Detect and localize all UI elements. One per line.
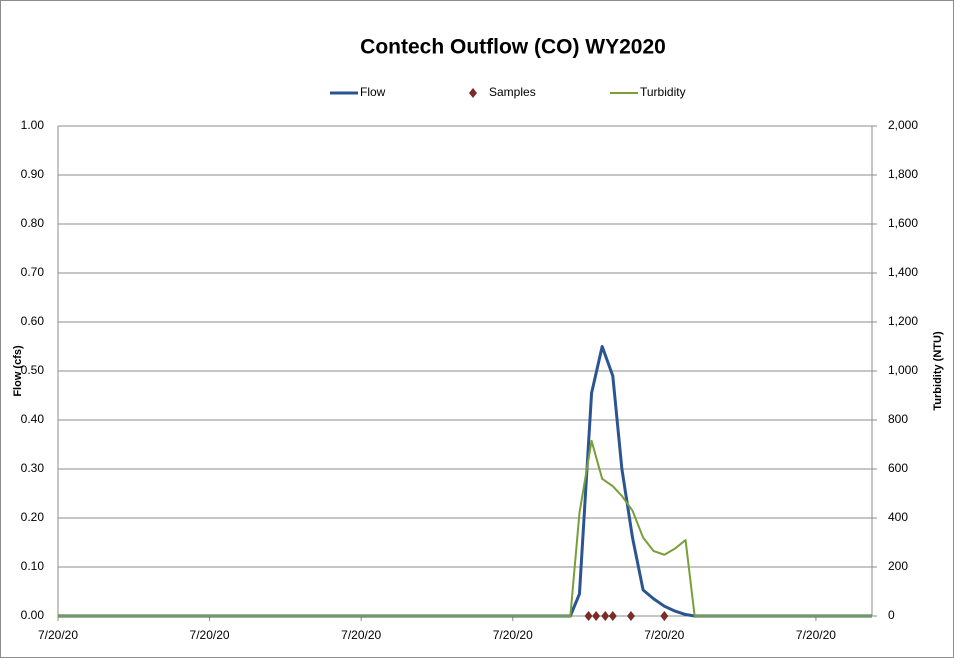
- y2-tick-label: 400: [888, 510, 908, 524]
- y-tick-label: 0.70: [21, 265, 45, 279]
- x-tick-label: 7/20/20: [644, 628, 684, 642]
- y2-axis-title: Turbidity (NTU): [932, 331, 944, 411]
- x-tick-label: 7/20/20: [341, 628, 381, 642]
- y2-tick-label: 1,800: [888, 167, 918, 181]
- legend-marker: [469, 88, 477, 98]
- sample-marker: [608, 611, 617, 621]
- y2-tick-label: 800: [888, 412, 908, 426]
- y2-tick-label: 1,000: [888, 363, 918, 377]
- sample-marker: [584, 611, 593, 621]
- y-tick-label: 0.90: [21, 167, 45, 181]
- legend-label: Turbidity: [640, 85, 686, 99]
- chart-title: Contech Outflow (CO) WY2020: [360, 36, 666, 59]
- y2-tick-label: 0: [888, 608, 895, 622]
- x-tick-label: 7/20/20: [796, 628, 836, 642]
- y-tick-label: 0.10: [21, 559, 45, 573]
- legend-label: Samples: [489, 85, 536, 99]
- y-tick-label: 0.40: [21, 412, 45, 426]
- y2-tick-label: 1,600: [888, 216, 918, 230]
- y-tick-label: 0.20: [21, 510, 45, 524]
- y-tick-label: 0.60: [21, 314, 45, 328]
- x-tick-label: 7/20/20: [190, 628, 230, 642]
- y-tick-label: 0.00: [21, 608, 45, 622]
- y-tick-label: 0.80: [21, 216, 45, 230]
- y2-tick-label: 2,000: [888, 118, 918, 132]
- y-axis-title: Flow (cfs): [12, 345, 24, 397]
- y2-tick-label: 600: [888, 461, 908, 475]
- x-tick-label: 7/20/20: [38, 628, 78, 642]
- sample-marker: [660, 611, 669, 621]
- y2-tick-label: 1,200: [888, 314, 918, 328]
- sample-marker: [626, 611, 635, 621]
- sample-marker: [601, 611, 610, 621]
- y2-tick-label: 200: [888, 559, 908, 573]
- sample-marker: [592, 611, 601, 621]
- series-line: [58, 439, 872, 617]
- series-line: [58, 345, 872, 618]
- x-tick-label: 7/20/20: [493, 628, 533, 642]
- y-tick-label: 0.30: [21, 461, 45, 475]
- y-tick-label: 0.50: [21, 363, 45, 377]
- y-tick-label: 1.00: [21, 118, 45, 132]
- y2-tick-label: 1,400: [888, 265, 918, 279]
- legend-label: Flow: [360, 85, 386, 99]
